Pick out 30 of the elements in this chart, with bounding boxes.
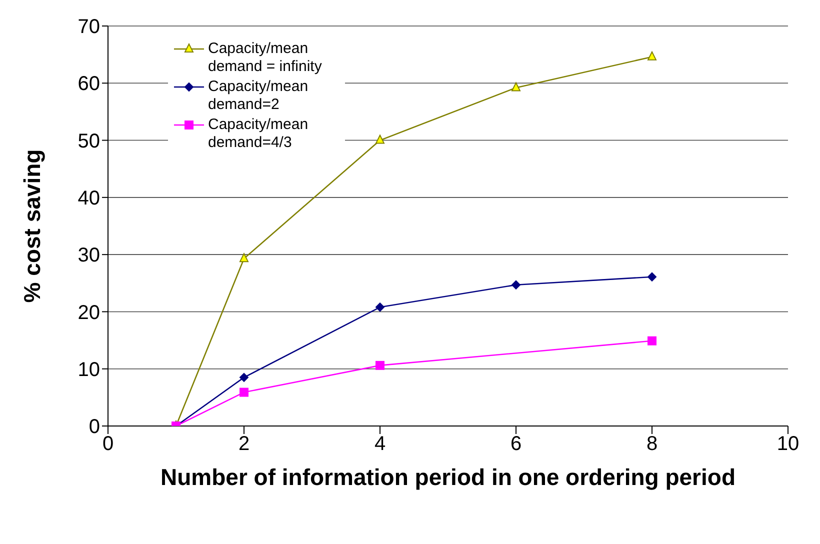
- y-tick-label: 50: [78, 130, 100, 152]
- point: [240, 253, 248, 262]
- legend-label: Capacity/mean demand=2: [208, 78, 310, 114]
- y-tick-label: 40: [78, 188, 100, 210]
- legend-label: Capacity/mean demand=4/3: [208, 116, 310, 152]
- x-tick-label: 6: [510, 433, 522, 456]
- x-tick-label: 8: [646, 433, 658, 456]
- point: [648, 272, 656, 282]
- point: [512, 280, 520, 290]
- point: [512, 82, 520, 92]
- y-tick-label: 20: [78, 302, 100, 324]
- point: [648, 51, 656, 60]
- point: [648, 336, 656, 346]
- point: [240, 388, 248, 397]
- legend-label: Capacity/mean demand = infinity: [208, 40, 323, 76]
- y-axis-title: % cost saving: [19, 149, 46, 303]
- point: [376, 360, 384, 370]
- y-tick-label: 0: [88, 416, 100, 438]
- point: [376, 302, 384, 312]
- x-tick-label: 10: [776, 433, 800, 456]
- point: [376, 134, 384, 144]
- y-tick-label: 60: [78, 73, 100, 96]
- x-tick-label: 2: [238, 433, 250, 456]
- y-tick-label: 70: [78, 16, 100, 38]
- x-tick-label: 4: [374, 433, 386, 456]
- point: [240, 372, 248, 382]
- y-tick-label: 30: [78, 244, 100, 267]
- x-axis-title: Number of information period in one ordering period: [160, 463, 736, 492]
- x-tick-label: 0: [102, 433, 114, 456]
- y-tick-label: 10: [78, 358, 100, 381]
